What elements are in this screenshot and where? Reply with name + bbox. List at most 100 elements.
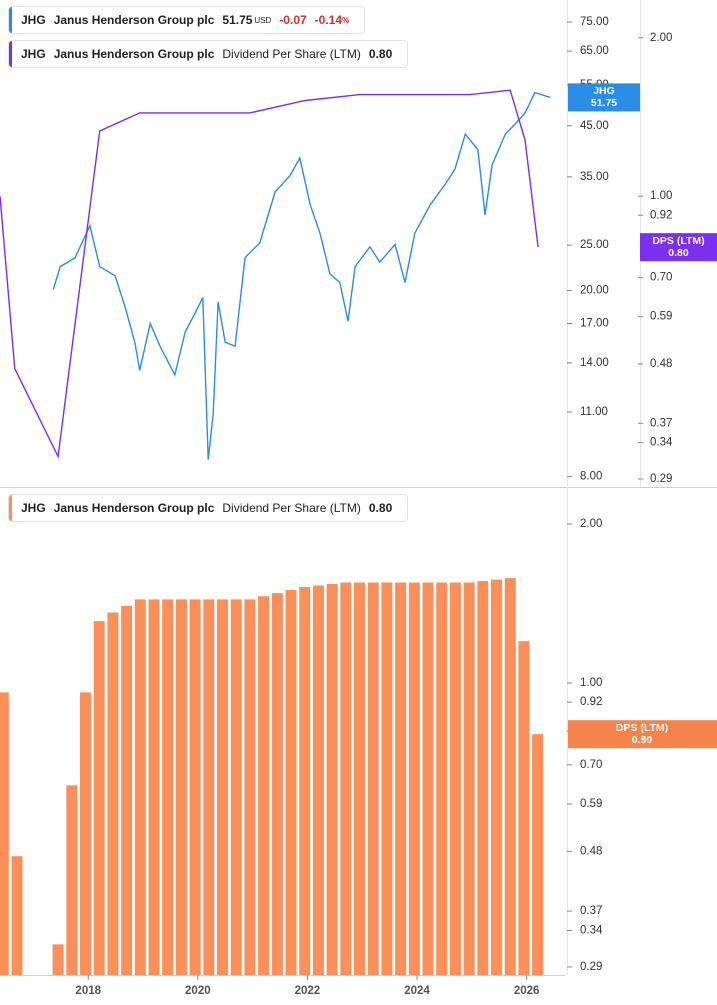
bar (175, 599, 187, 975)
bar (80, 692, 91, 975)
bar (271, 593, 283, 975)
bar (532, 734, 544, 975)
bar (395, 582, 407, 975)
company: Janus Henderson Group plc (53, 47, 215, 61)
bar (367, 582, 379, 975)
bar (162, 599, 174, 975)
series-line (52, 91, 551, 460)
dps-badge (568, 720, 717, 749)
y-tick-label: 11.00 (580, 406, 608, 418)
y-tick-label: 0.48 (650, 358, 672, 370)
bar (477, 581, 489, 975)
bar (463, 582, 475, 975)
y-tick-label: 2.00 (650, 32, 672, 44)
y-tick-label: 35.00 (580, 171, 609, 183)
bar (408, 582, 420, 975)
x-tick-label: 2020 (185, 985, 211, 997)
y-tick-label: 0.37 (580, 905, 602, 917)
y-tick-label: 20.00 (580, 285, 609, 297)
y-tick-label: 0.37 (650, 417, 672, 429)
bar (326, 583, 338, 975)
legend-color (9, 495, 12, 521)
y-tick-label: 65.00 (580, 45, 609, 57)
x-tick-label: 2026 (514, 985, 540, 997)
change: -0.07 (279, 13, 307, 27)
y-tick-label: 0.29 (580, 961, 602, 973)
bar (107, 612, 119, 975)
company: Janus Henderson Group plc (53, 501, 215, 515)
price: 51.75 (222, 13, 253, 27)
bar (230, 599, 242, 975)
bar (381, 582, 393, 975)
bar (134, 599, 146, 975)
bar (11, 856, 23, 975)
legend-price: JHG Janus Henderson Group plc 51.75 USD … (8, 6, 366, 34)
bar (66, 785, 78, 975)
y-tick-label: 0.59 (650, 311, 672, 323)
bar (148, 599, 160, 975)
x-tick-label: 2022 (295, 985, 321, 997)
x-tick-label: 2024 (404, 985, 430, 997)
symbol: JHG (21, 13, 46, 27)
bar (52, 944, 64, 975)
badge-value: 0.80 (632, 734, 653, 746)
bar (340, 582, 352, 975)
bar (436, 582, 448, 975)
bar (299, 586, 311, 975)
y-tick-label: 0.70 (650, 272, 672, 284)
bar (244, 599, 256, 975)
bar (449, 582, 461, 975)
symbol: JHG (21, 47, 46, 61)
bar (258, 596, 270, 975)
badge-label: DPS (LTM) (652, 235, 704, 247)
bar (504, 578, 516, 975)
y-tick-label: 2.00 (580, 518, 602, 530)
bar (203, 599, 215, 975)
y-tick-label: 0.70 (580, 759, 602, 771)
bar (217, 599, 228, 975)
y-tick-label: 0.48 (580, 845, 602, 857)
y-tick-label: 0.29 (650, 473, 672, 485)
metric: Dividend Per Share (LTM) (222, 501, 361, 515)
bar (93, 621, 105, 975)
company: Janus Henderson Group plc (53, 13, 215, 27)
y-tick-label: 0.34 (650, 437, 673, 449)
badge-value: 51.75 (591, 97, 617, 109)
bar (518, 641, 530, 975)
badge-label: JHG (593, 85, 615, 97)
bar (121, 605, 133, 975)
badge-value: 0.80 (668, 247, 689, 259)
currency: USD (254, 15, 272, 25)
legend-color (9, 7, 12, 33)
y-tick-label: 0.34 (580, 924, 603, 936)
bar (354, 582, 365, 975)
y-tick-label: 1.00 (580, 677, 602, 689)
y-tick-label: 8.00 (580, 471, 602, 483)
y-tick-label: 0.92 (580, 696, 602, 708)
y-tick-label: 45.00 (580, 120, 609, 132)
change-pct: -0.14 (314, 13, 343, 27)
y-tick-label: 17.00 (580, 318, 609, 330)
last-value: 0.80 (368, 501, 393, 515)
bar (491, 579, 502, 975)
price-badge (640, 233, 717, 262)
bar (189, 599, 201, 975)
pct-unit: % (342, 15, 350, 25)
bar (312, 585, 324, 975)
metric: Dividend Per Share (LTM) (222, 47, 361, 61)
bar (422, 582, 434, 975)
series-line (0, 89, 539, 459)
y-tick-label: 14.00 (580, 357, 609, 369)
symbol: JHG (21, 501, 46, 515)
legend-dps: JHG Janus Henderson Group plc Dividend P… (8, 40, 409, 68)
bar (0, 692, 9, 975)
y-tick-label: 0.59 (580, 798, 602, 810)
y-tick-label: 25.00 (580, 239, 609, 251)
y-tick-label: 75.00 (580, 16, 609, 28)
last-value: 0.80 (368, 47, 393, 61)
x-tick-label: 2018 (75, 985, 101, 997)
badge-label: DPS (LTM) (616, 722, 668, 734)
y-tick-label: 0.92 (650, 209, 672, 221)
bar (285, 590, 297, 975)
